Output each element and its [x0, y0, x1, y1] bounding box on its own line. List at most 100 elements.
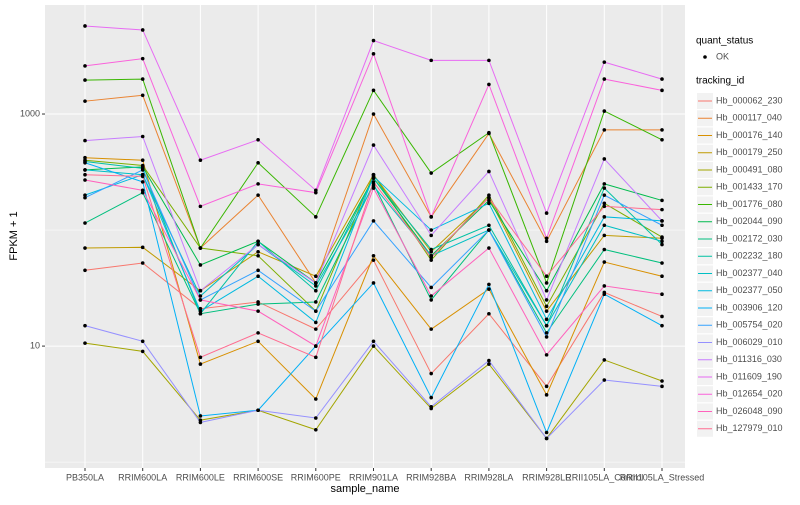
y-tick-label: 1000 [20, 108, 40, 118]
point [544, 304, 549, 309]
point [429, 255, 434, 260]
point [83, 323, 87, 328]
point [83, 195, 87, 200]
point [544, 335, 549, 339]
point [371, 88, 376, 93]
x-axis-title: sample_name [330, 483, 399, 495]
point [544, 281, 549, 285]
point [429, 298, 434, 302]
point [314, 320, 318, 325]
point [544, 353, 549, 357]
point [198, 158, 203, 162]
point [544, 288, 549, 293]
legend-label: Hb_002377_050 [716, 285, 783, 295]
point [140, 134, 145, 139]
point [602, 260, 607, 264]
point [83, 99, 87, 103]
point [256, 408, 260, 413]
point [602, 223, 607, 228]
point [544, 211, 549, 215]
point [602, 358, 607, 362]
point [602, 60, 607, 64]
point [544, 384, 549, 389]
points [83, 24, 664, 441]
point [198, 309, 203, 313]
point [371, 253, 376, 258]
point [83, 24, 87, 28]
point [140, 339, 145, 344]
point [429, 294, 434, 298]
point [198, 263, 203, 267]
point [256, 160, 260, 165]
point [314, 190, 318, 195]
point [371, 258, 376, 262]
point [602, 186, 607, 190]
point [487, 193, 491, 197]
legend-label: Hb_006029_010 [716, 337, 783, 347]
point [660, 274, 664, 279]
legend-label: Hb_000062_230 [716, 95, 783, 105]
point [198, 294, 203, 298]
point [660, 219, 664, 223]
point [371, 174, 376, 179]
point [256, 137, 260, 142]
point [429, 215, 434, 219]
point [314, 215, 318, 219]
point [429, 233, 434, 238]
point [487, 201, 491, 206]
point [429, 285, 434, 290]
point [140, 180, 145, 184]
point [256, 274, 260, 279]
point [602, 109, 607, 113]
legend-title: tracking_id [696, 76, 744, 87]
point [660, 379, 664, 383]
x-tick-label: RRIM600LA [118, 472, 167, 482]
point [140, 93, 145, 98]
point [198, 355, 203, 360]
point [83, 221, 87, 225]
legend-label: Hb_002377_040 [716, 268, 783, 278]
point [602, 77, 607, 81]
point [429, 258, 434, 262]
point [660, 261, 664, 265]
point [602, 201, 607, 206]
point [314, 284, 318, 288]
point [371, 339, 376, 344]
point [140, 77, 145, 81]
point [371, 219, 376, 223]
point [429, 247, 434, 252]
point [314, 309, 318, 313]
point [602, 157, 607, 161]
point [314, 397, 318, 401]
point [140, 168, 145, 172]
point [198, 414, 203, 418]
point [660, 384, 664, 389]
point [544, 298, 549, 302]
point [371, 180, 376, 184]
legend-label: Hb_000179_250 [716, 147, 783, 157]
point [140, 188, 145, 193]
point [83, 160, 87, 165]
point [660, 128, 664, 132]
point [429, 404, 434, 409]
x-tick-label: RRIM928LA [464, 472, 513, 482]
point [429, 371, 434, 376]
point [140, 56, 145, 61]
point [314, 344, 318, 348]
point [602, 128, 607, 132]
point [660, 242, 664, 247]
x-tick-label: PB350LA [66, 472, 104, 482]
point [602, 292, 607, 297]
point [83, 78, 87, 82]
point [487, 198, 491, 203]
point [256, 253, 260, 258]
point [544, 309, 549, 313]
point [487, 358, 491, 363]
legend-label: Hb_001433_170 [716, 182, 783, 192]
point [198, 288, 203, 293]
point [602, 233, 607, 238]
point [256, 182, 260, 186]
point [660, 239, 664, 244]
